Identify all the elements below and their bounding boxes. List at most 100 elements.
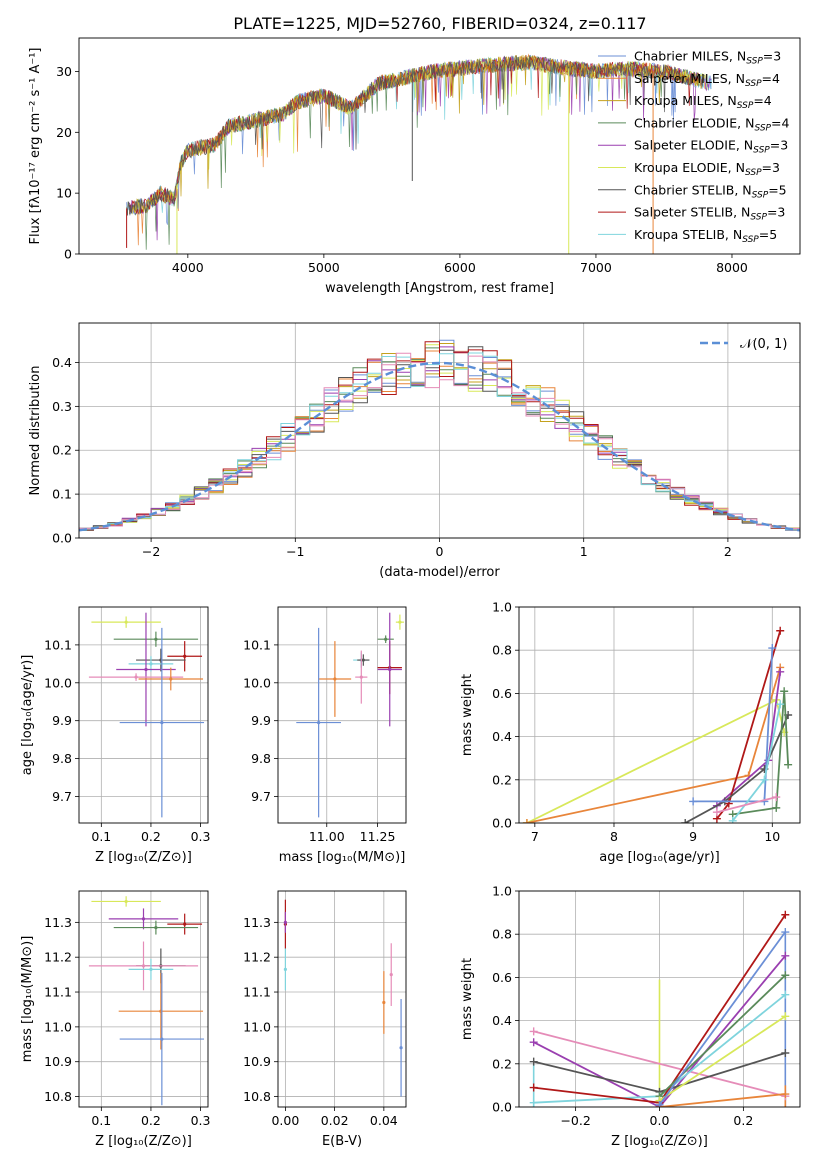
y-tick-label: 9.7 [251, 789, 271, 804]
weight-marker [655, 1100, 664, 1107]
axes-frame [78, 890, 209, 1108]
weight-line [658, 1015, 786, 1102]
weight-marker [768, 644, 777, 653]
x-axis-label: Z [log₁₀(Z/Z⊙)] [95, 1134, 192, 1149]
y-tick-label: 10.0 [44, 675, 72, 690]
weight-marker [529, 1038, 538, 1047]
weight-marker [781, 910, 790, 919]
data-point [154, 925, 158, 930]
y-tick-label: 9.8 [251, 751, 271, 766]
x-axis-label: Z [log₁₀(Z/Z⊙)] [611, 1134, 708, 1149]
data-point [333, 677, 337, 681]
x-tick-label: −0.2 [560, 1113, 590, 1128]
legend-label: Kroupa STELIB, NSSP=5 [634, 227, 777, 245]
data-point [134, 675, 138, 679]
x-tick-label: 0.1 [91, 1113, 111, 1128]
x-tick-label: 0.2 [141, 829, 161, 844]
x-axis-label: (data-model)/error [379, 565, 500, 580]
weight-line [658, 931, 787, 1106]
x-tick-label: 2 [724, 544, 732, 559]
y-axis-label: Normed distribution [28, 366, 43, 496]
y-tick-label: 9.9 [52, 713, 72, 728]
data-point [398, 620, 402, 624]
weight-marker [760, 775, 769, 784]
weight-marker [529, 1098, 538, 1107]
legend-label: 𝒩(0, 1) [740, 337, 787, 352]
weight-marker [529, 1027, 538, 1036]
data-point [124, 899, 128, 904]
y-tick-label: 9.8 [52, 751, 72, 766]
x-axis-label: wavelength [Angstrom, rest frame] [325, 281, 554, 296]
weight-marker [781, 1012, 790, 1021]
y-tick-label: 0.6 [492, 970, 512, 985]
y-tick-label: 0.2 [492, 772, 512, 787]
y-tick-label: 10.0 [243, 675, 271, 690]
weight-marker [781, 1090, 790, 1099]
y-tick-label: 10.8 [243, 1089, 271, 1104]
x-tick-label: 0.2 [141, 1113, 161, 1128]
legend-label: Kroupa MILES, NSSP=4 [634, 93, 772, 111]
y-tick-label: 0.1 [52, 487, 72, 502]
y-tick-label: 0.2 [52, 443, 72, 458]
y-tick-label: 0.6 [492, 686, 512, 701]
y-tick-label: 10.9 [44, 1054, 72, 1069]
x-tick-label: 0 [436, 544, 444, 559]
age_vs_Z-plot-area [88, 612, 205, 818]
y-tick-label: 11.2 [243, 950, 271, 965]
x-tick-label: 9 [689, 829, 697, 844]
y-axis-label: mass weight [460, 674, 475, 756]
residual-legend: 𝒩(0, 1) [700, 337, 787, 352]
weight-marker [781, 990, 790, 999]
legend-label: Chabrier STELIB, NSSP=5 [634, 182, 787, 200]
x-tick-label: 10 [764, 829, 780, 844]
weight-marker [772, 793, 781, 802]
y-tick-label: 11.1 [44, 985, 72, 1000]
data-point [149, 967, 153, 971]
weight-marker [529, 1057, 538, 1066]
weight-marker [781, 951, 790, 960]
axes-frame [518, 890, 801, 1108]
data-point [149, 662, 153, 666]
x-tick-label: 5000 [308, 260, 340, 275]
data-point [382, 1000, 386, 1005]
y-axis-label: mass weight [460, 958, 475, 1040]
data-point [359, 675, 363, 679]
data-point [283, 920, 287, 924]
spectrum-chart: 4000 5000 6000 7000 8000 0 10 20 30 wavelength [A… [28, 37, 801, 296]
x-axis-label: Z [log₁₀(Z/Z⊙)] [95, 850, 192, 865]
y-tick-label: 11.1 [243, 985, 271, 1000]
data-point [384, 637, 388, 641]
normal-curve [79, 361, 800, 532]
data-point [389, 973, 393, 977]
weight-marker [772, 803, 781, 812]
residuals-plot-area [79, 339, 800, 533]
y-tick-label: 11.3 [243, 915, 271, 930]
y-axis-label: mass [log₁₀(M/M⊙)] [20, 936, 35, 1063]
axes-frame [78, 322, 801, 539]
weight-line [732, 691, 789, 816]
data-point [283, 967, 287, 971]
y-tick-label: 1.0 [492, 884, 512, 899]
x-tick-label: 1 [580, 544, 588, 559]
data-point [399, 1046, 403, 1050]
y-tick-label: 0.0 [52, 531, 72, 546]
spectrum-line [126, 55, 704, 216]
weight-marker [776, 626, 785, 635]
weight_vs_Z-chart: −0.2 0.0 0.2 0.0 0.2 0.4 0.6 0.8 1.0 Z [log₁₀(Z/Z… [460, 884, 801, 1149]
weight-line [526, 667, 782, 823]
data-point [169, 677, 173, 681]
x-tick-label: 8000 [716, 260, 748, 275]
y-tick-label: 9.9 [251, 713, 271, 728]
spectrum-plot-area [126, 53, 712, 254]
y-tick-label: 10.9 [243, 1054, 271, 1069]
weight-line [533, 955, 786, 1107]
y-tick-label: 10.1 [243, 637, 271, 652]
age_vs_mass-chart: 11.00 11.25 9.7 9.8 9.9 10.0 10.1 mass [log₁₀(M… [243, 606, 407, 865]
x-tick-label: 4000 [172, 260, 204, 275]
y-axis-label: Flux [fλ10⁻¹⁷ erg cm⁻² s⁻¹ A⁻¹] [28, 48, 43, 245]
data-point [144, 667, 148, 672]
y-tick-label: 30 [56, 64, 72, 79]
x-tick-label: 7000 [580, 260, 612, 275]
x-tick-label: 11.00 [309, 829, 345, 844]
